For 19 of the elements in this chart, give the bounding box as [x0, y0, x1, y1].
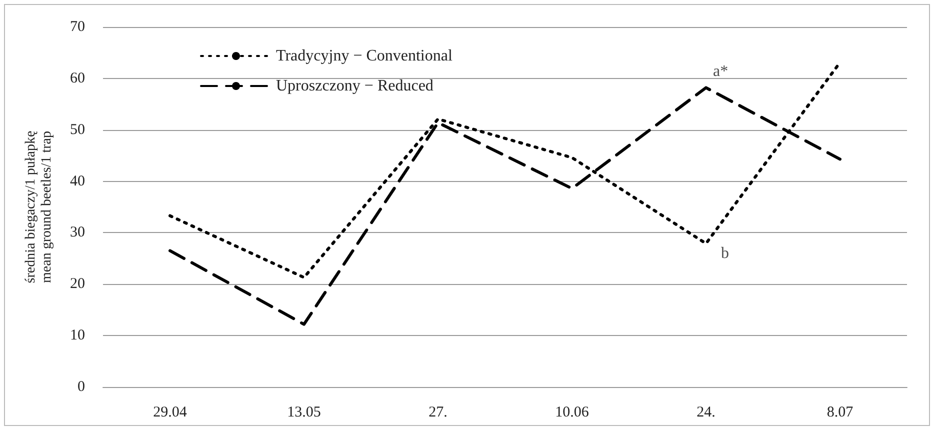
legend-label: Tradycyjny − Conventional — [276, 48, 453, 64]
x-tick-label: 8.07 — [826, 404, 854, 420]
x-tick-label: 13.05 — [287, 404, 321, 420]
x-tick-label: 29.04 — [153, 404, 188, 420]
y-tick-label: 30 — [70, 224, 85, 241]
x-tick-label: 24. — [696, 404, 716, 420]
y-tick-label: 40 — [70, 173, 85, 190]
y-tick-label: 60 — [70, 70, 85, 86]
y-tick-label: 50 — [70, 122, 85, 138]
y-tick-label: 70 — [70, 19, 85, 35]
annotation: a* — [713, 63, 728, 80]
annotation: b — [721, 245, 729, 262]
y-tick-label: 10 — [70, 328, 85, 344]
y-tick-label: 20 — [70, 276, 85, 292]
y-axis-title: średnia biegaczy/1 pułapkę mean ground beetles/1 trap — [24, 130, 54, 284]
x-tick-label: 10.06 — [555, 404, 590, 420]
legend-label: Uproszczony − Reduced — [276, 78, 434, 94]
y-tick-label: 0 — [78, 379, 85, 395]
x-tick-label: 27. — [428, 404, 448, 420]
